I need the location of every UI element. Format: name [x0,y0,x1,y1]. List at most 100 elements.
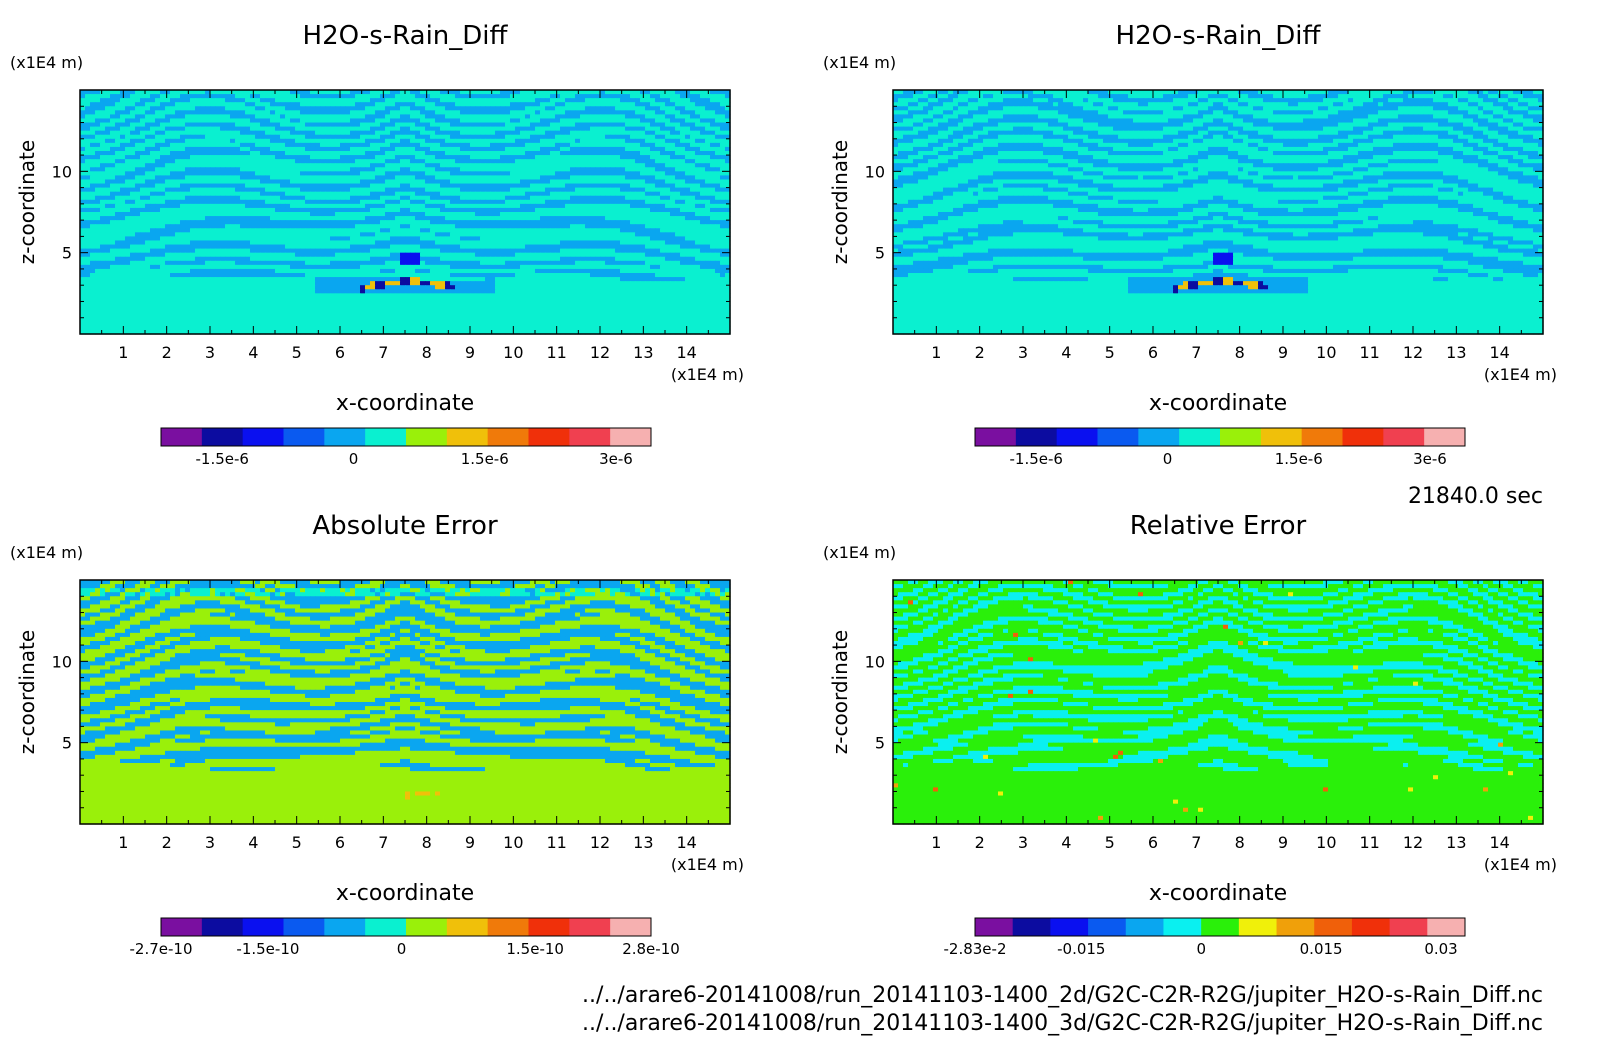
heatmap-cell [435,199,441,205]
heatmap-cell [645,118,651,124]
heatmap-cell [150,175,156,181]
heatmap-cell [210,98,216,103]
heatmap-cell [345,122,351,128]
heatmap-cell [235,142,241,148]
heatmap-cell [235,191,241,197]
heatmap-cell [210,155,216,160]
heatmap-cell [230,126,236,132]
heatmap-cell [585,114,591,120]
heatmap-cell [160,146,166,152]
heatmap-cell [540,228,546,233]
heatmap-cell [380,94,386,99]
heatmap-cell [720,240,726,246]
heatmap-cell [440,110,446,115]
heatmap-cell [260,240,266,246]
heatmap-cell [540,203,546,209]
heatmap-cell [510,114,516,120]
heatmap-cell [335,134,341,140]
heatmap-cell [265,134,271,140]
heatmap-cell [125,134,131,140]
heatmap-cell [495,175,501,181]
heatmap-cell [250,199,256,205]
heatmap-cell [650,106,656,111]
heatmap-cell [335,216,341,221]
heatmap-cell [165,240,171,246]
heatmap-cell [395,155,401,160]
heatmap-cell [430,236,436,242]
heatmap-cell [145,130,151,136]
heatmap-cell [255,110,261,115]
heatmap-cell [190,159,196,164]
heatmap-cell [605,134,611,140]
heatmap-cell [290,155,296,160]
heatmap-cell [705,207,711,213]
heatmap-cell [640,187,646,193]
heatmap-cell [385,126,391,132]
heatmap-cell [520,134,526,140]
heatmap-cell [250,110,256,115]
heatmap-cell [110,187,116,193]
heatmap-cell [475,183,481,189]
heatmap-cell [335,183,341,189]
heatmap-cell [325,224,331,229]
heatmap-cell [295,236,301,242]
heatmap-cell [235,232,241,237]
heatmap-cell [705,195,711,201]
heatmap-cell [405,155,411,160]
heatmap-cell [445,187,451,193]
heatmap-cell [510,110,516,115]
heatmap-cell [235,114,241,120]
heatmap-cell [565,216,571,221]
heatmap-cell [625,232,631,237]
heatmap-cell [605,118,611,124]
heatmap-cell [705,220,711,225]
heatmap-cell [215,98,221,103]
heatmap-cell [720,151,726,156]
heatmap-cell [235,163,241,168]
heatmap-cell [565,142,571,148]
heatmap-cell [240,216,246,221]
heatmap-cell [565,163,571,168]
heatmap-cell [450,203,456,209]
heatmap-cell [315,159,321,164]
heatmap-cell [520,195,526,201]
heatmap-cell [390,146,396,152]
heatmap-cell [570,207,576,213]
heatmap-cell [570,151,576,156]
heatmap-cell [445,146,451,152]
heatmap-cell [605,224,611,229]
heatmap-cell [640,130,646,136]
heatmap-cell [720,232,726,237]
heatmap-cell [630,207,636,213]
heatmap-cell [170,216,176,221]
heatmap-cell [330,195,336,201]
heatmap-cell [455,106,461,111]
heatmap-cell [570,122,576,128]
heatmap-cell [495,216,501,221]
heatmap-cell [80,236,86,242]
heatmap-cell [200,171,206,176]
heatmap-cell [515,151,521,156]
heatmap-cell [520,191,526,197]
heatmap-cell [325,199,331,205]
heatmap-cell [125,191,131,197]
heatmap-cell [125,122,131,128]
heatmap-cell [670,179,676,185]
heatmap-cell [725,212,731,217]
heatmap-cell [485,224,491,229]
heatmap-cell [135,102,141,107]
heatmap-cell [585,191,591,197]
heatmap-cell [670,224,676,229]
heatmap-cell [470,142,476,148]
heatmap-cell [350,195,356,201]
heatmap-cell [245,244,251,250]
heatmap-cell [475,98,481,103]
heatmap-cell [195,94,201,99]
heatmap-cell [655,167,661,172]
heatmap-cell [365,114,371,120]
heatmap-cell [615,134,621,140]
heatmap-cell [395,224,401,229]
heatmap-cell [180,179,186,185]
heatmap-cell [180,224,186,229]
heatmap-cell [95,94,101,99]
